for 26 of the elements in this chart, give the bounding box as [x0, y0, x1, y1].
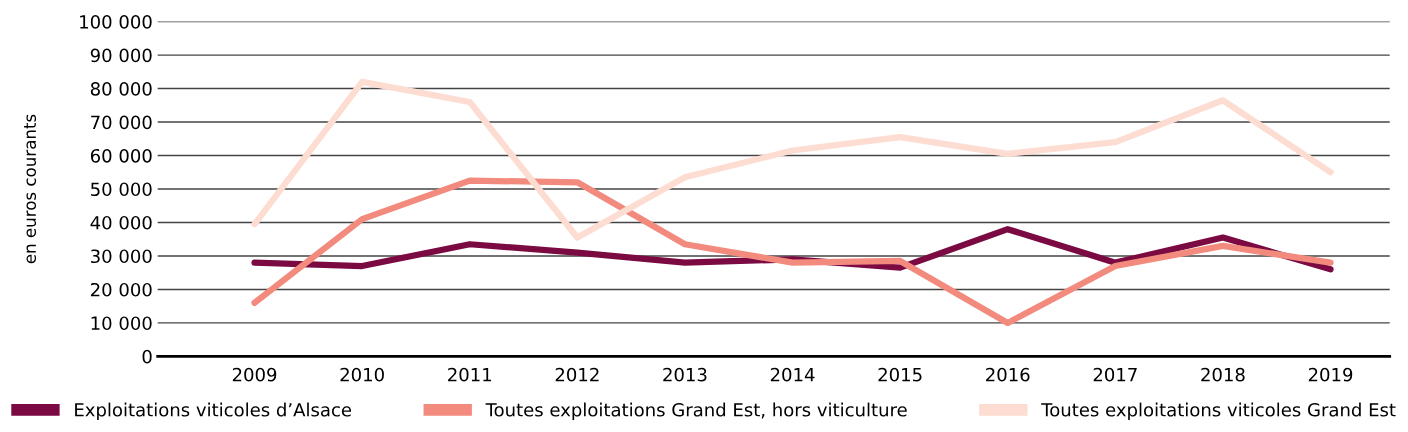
x-tick-label: 2015: [878, 367, 922, 382]
x-tick-label: 2012: [555, 367, 599, 382]
y-tick-label: 50 000: [91, 182, 152, 197]
y-tick-label: 20 000: [90, 282, 152, 297]
y-tick-label: 100 000: [80, 15, 152, 29]
y-tick-label: 70 000: [91, 115, 152, 130]
y-tick-label: 10 000: [91, 316, 152, 331]
x-tick-label: 2013: [663, 367, 707, 382]
x-tick-label: 2009: [232, 367, 277, 382]
x-tick-label: 2016: [986, 367, 1030, 382]
x-tick-label: 2014: [770, 367, 815, 382]
y-axis-title: en euros courants: [24, 114, 37, 264]
y-tick-label: 0: [142, 349, 152, 364]
legend-label: Toutes exploitations viticoles Grand Est: [1041, 402, 1396, 421]
x-tick-label: 2018: [1201, 367, 1245, 382]
legend-label: Toutes exploitations Grand Est, hors viticulture: [485, 402, 907, 421]
x-tick-label: 2019: [1308, 367, 1353, 382]
x-tick-label: 2010: [340, 367, 384, 382]
y-tick-label: 90 000: [90, 48, 152, 63]
legend-label: Exploitations viticoles d’Alsace: [75, 402, 352, 421]
y-tick-label: 80 000: [90, 82, 152, 96]
y-tick-label: 60 000: [90, 148, 152, 163]
y-tick-label: 40 000: [90, 215, 152, 230]
y-tick-label: 30 000: [91, 249, 152, 264]
x-tick-label: 2017: [1093, 367, 1137, 382]
x-tick-label: 2011: [448, 367, 492, 382]
